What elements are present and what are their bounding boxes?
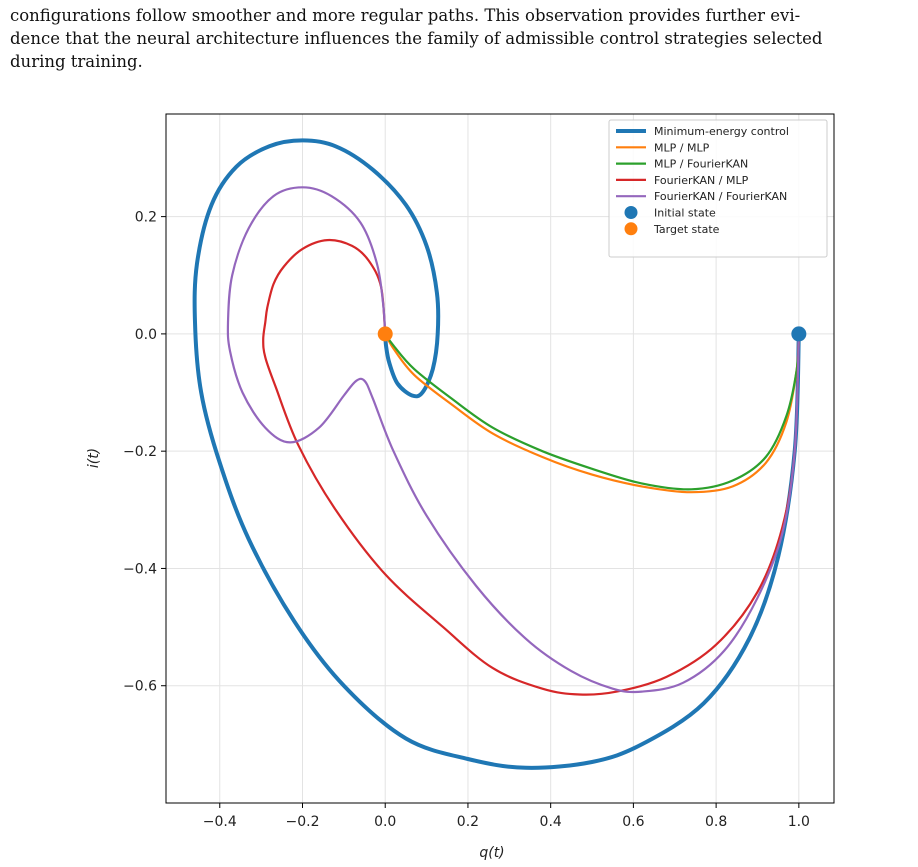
legend-entry-label: Minimum-energy control <box>654 125 789 138</box>
marker-layer <box>377 326 807 342</box>
legend-box <box>608 119 828 258</box>
mlp-mlp-line <box>384 332 800 494</box>
y-tick-label: 0.0 <box>135 327 157 343</box>
x-tick-label: −0.2 <box>285 814 319 830</box>
fourierkan-fourierkan-line <box>226 186 800 694</box>
paragraph-line-2: dence that the neural architecture influ… <box>10 29 823 48</box>
plot-frame <box>165 113 835 804</box>
y-tick-label: −0.2 <box>123 444 157 460</box>
y-tick-label: −0.4 <box>123 561 157 577</box>
y-axis-label: i(t) <box>86 448 102 468</box>
x-tick-label: 1.0 <box>788 814 810 830</box>
x-tick-label: −0.4 <box>203 814 237 830</box>
paragraph-line-3: during training. <box>10 52 143 71</box>
x-tick-label: 0.4 <box>540 814 562 830</box>
legend-swatch-dot <box>624 206 638 219</box>
y-axis-ticks: 0.2 0.0 −0.2 −0.4 −0.6 <box>123 210 166 695</box>
legend-entry-label: Target state <box>653 223 720 236</box>
x-tick-label: 0.8 <box>705 814 727 830</box>
legend-entry-label: MLP / MLP <box>654 141 710 154</box>
legend-entry-label: FourierKAN / FourierKAN <box>654 190 787 203</box>
caption-paragraph: configurations follow smoother and more … <box>10 4 910 73</box>
x-axis-ticks: −0.4 −0.2 0.0 0.2 0.4 0.6 0.8 1.0 <box>203 803 810 830</box>
minimum-energy-control-line <box>192 138 801 770</box>
y-tick-label: 0.2 <box>135 210 157 226</box>
legend-entry-label: FourierKAN / MLP <box>654 174 749 187</box>
legend-entry-label: Initial state <box>654 207 716 220</box>
legend-swatch-dot <box>624 222 638 236</box>
initial-state-marker <box>791 326 807 342</box>
legend: Minimum-energy control MLP / MLP MLP / Fou… <box>608 119 828 258</box>
x-tick-label: 0.2 <box>457 814 479 830</box>
y-tick-label: −0.6 <box>123 679 157 695</box>
mlp-fourierkan-line <box>384 332 800 491</box>
legend-entry-label: MLP / FourierKAN <box>654 158 748 171</box>
paragraph-line-1: configurations follow smoother and more … <box>10 6 801 25</box>
x-tick-label: 0.0 <box>374 814 396 830</box>
x-tick-label: 0.6 <box>622 814 644 830</box>
fourierkan-mlp-line <box>262 238 800 696</box>
x-axis-label: q(t) <box>479 845 504 861</box>
target-state-marker <box>377 326 393 342</box>
series-layer <box>192 138 801 770</box>
